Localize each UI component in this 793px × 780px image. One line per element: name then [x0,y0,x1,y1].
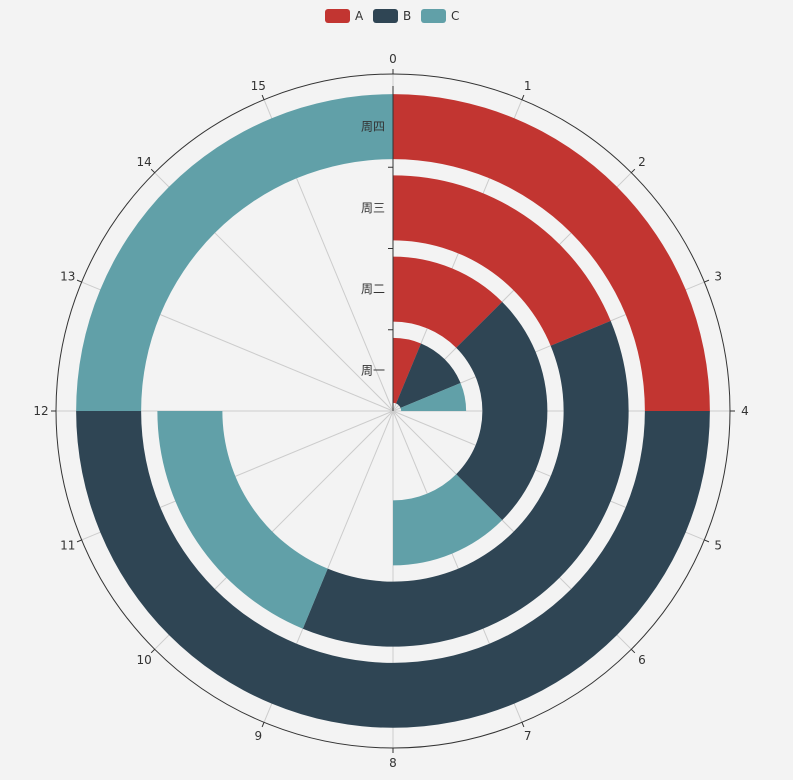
angle-tick-label: 14 [136,155,151,169]
bar-C-周一[interactable] [400,383,467,411]
bar-B-周二[interactable] [456,301,548,521]
angle-tick [630,648,636,654]
bar-A-周三[interactable] [393,175,611,346]
bar-A-周一[interactable] [393,337,421,404]
angle-tick [76,279,82,283]
legend-swatch [373,9,398,23]
angle-tick [521,94,525,100]
radius-category-label: 周四 [361,120,385,134]
angle-tick [150,648,156,654]
angle-tick-label: 10 [136,653,151,667]
angle-tick [521,722,525,728]
angle-tick-label: 3 [714,269,722,283]
bar-B-周三[interactable] [302,320,629,647]
legend-swatch [421,9,446,23]
angle-tick-label: 0 [389,52,397,66]
legend-label: A [355,9,364,23]
legend: A B C [325,9,459,23]
bar-B-周一[interactable] [396,343,461,408]
legend-swatch [325,9,350,23]
angle-tick [150,168,156,174]
bar-C-周二[interactable] [393,474,503,566]
bar-A-周二[interactable] [393,256,503,348]
angle-tick-label: 2 [638,155,646,169]
bar-A-周四[interactable] [393,94,710,411]
radius-category-label: 周三 [361,201,385,215]
angle-tick-label: 13 [60,269,75,283]
angle-tick [261,722,265,728]
angle-tick-label: 8 [389,756,397,770]
radius-category-label: 周二 [361,282,385,296]
legend-item-A[interactable]: A [325,9,364,23]
bar-C-周四[interactable] [76,94,393,411]
legend-label: C [451,9,459,23]
angle-tick-label: 6 [638,653,646,667]
bar-C-周三[interactable] [157,411,328,629]
angle-tick-label: 5 [714,539,722,553]
legend-label: B [403,9,411,23]
angle-tick [261,94,265,100]
angle-tick-label: 12 [33,404,48,418]
legend-item-B[interactable]: B [373,9,411,23]
angle-tick-label: 9 [254,729,262,743]
angle-tick [630,168,636,174]
angle-tick [704,539,710,543]
angle-tick [76,539,82,543]
bars [76,94,710,728]
radius-category-label: 周一 [361,363,385,377]
angle-tick [704,279,710,283]
angle-tick-label: 7 [524,729,532,743]
angle-tick-label: 4 [741,404,749,418]
angle-tick-label: 1 [524,79,532,93]
angle-tick-label: 11 [60,539,75,553]
angle-tick-label: 15 [251,79,266,93]
bar-B-周四[interactable] [76,411,710,728]
legend-item-C[interactable]: C [421,9,459,23]
